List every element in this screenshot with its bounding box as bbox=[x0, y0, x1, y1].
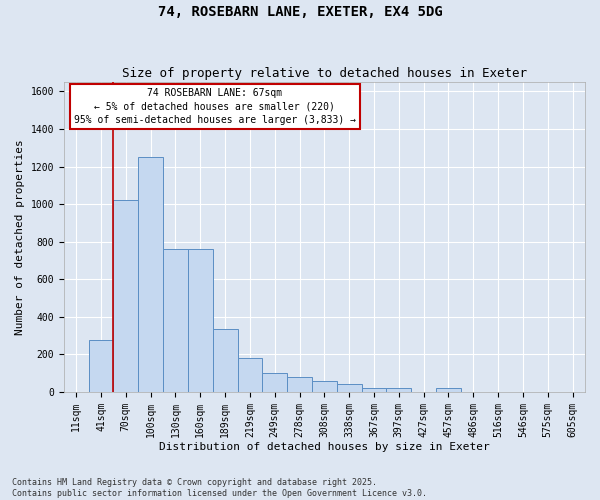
Bar bbox=[238, 358, 262, 392]
Bar bbox=[89, 340, 113, 392]
Text: 74 ROSEBARN LANE: 67sqm
← 5% of detached houses are smaller (220)
95% of semi-de: 74 ROSEBARN LANE: 67sqm ← 5% of detached… bbox=[74, 88, 356, 124]
Bar bbox=[163, 249, 188, 392]
Bar bbox=[113, 200, 138, 392]
Bar bbox=[287, 377, 312, 392]
Bar bbox=[262, 373, 287, 392]
Bar bbox=[212, 329, 238, 392]
Bar bbox=[312, 380, 337, 392]
Title: Size of property relative to detached houses in Exeter: Size of property relative to detached ho… bbox=[122, 66, 527, 80]
Text: 74, ROSEBARN LANE, EXETER, EX4 5DG: 74, ROSEBARN LANE, EXETER, EX4 5DG bbox=[158, 5, 442, 19]
Bar bbox=[138, 157, 163, 392]
Bar bbox=[337, 384, 362, 392]
X-axis label: Distribution of detached houses by size in Exeter: Distribution of detached houses by size … bbox=[159, 442, 490, 452]
Text: Contains HM Land Registry data © Crown copyright and database right 2025.
Contai: Contains HM Land Registry data © Crown c… bbox=[12, 478, 427, 498]
Bar bbox=[362, 388, 386, 392]
Bar bbox=[386, 388, 411, 392]
Bar bbox=[188, 249, 212, 392]
Y-axis label: Number of detached properties: Number of detached properties bbox=[15, 139, 25, 335]
Bar bbox=[436, 388, 461, 392]
